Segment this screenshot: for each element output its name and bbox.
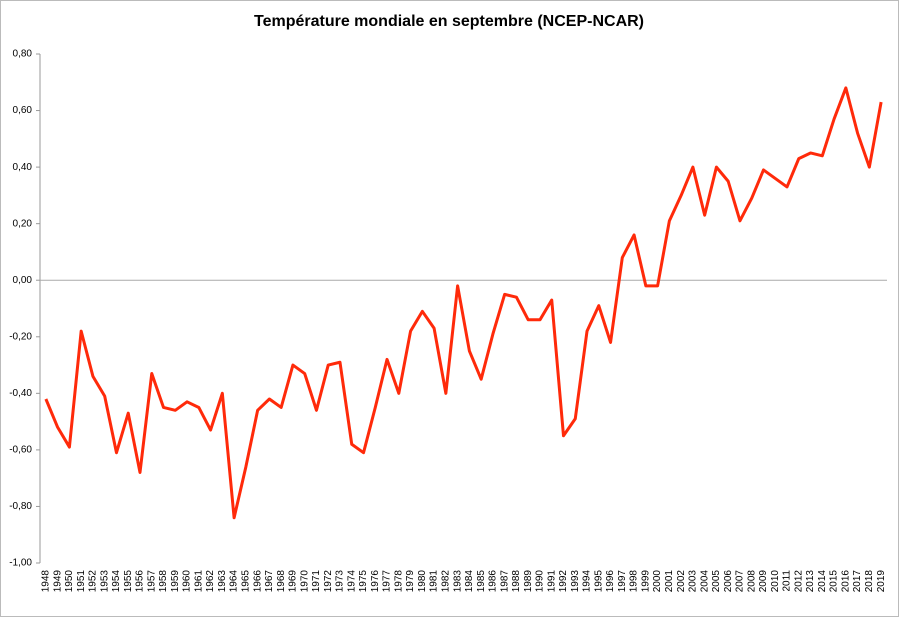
x-tick-label: 1969 xyxy=(288,570,299,593)
x-tick-label: 1954 xyxy=(111,570,122,593)
y-tick-label: 0,00 xyxy=(13,275,33,286)
x-tick-label: 1982 xyxy=(440,570,451,593)
x-tick-label: 2019 xyxy=(876,570,887,593)
x-tick-label: 1975 xyxy=(358,570,369,593)
x-tick-label: 2015 xyxy=(829,570,840,593)
x-tick-label: 1950 xyxy=(64,570,75,593)
x-tick-label: 2002 xyxy=(676,570,687,593)
x-tick-label: 1964 xyxy=(229,570,240,593)
x-tick-label: 2001 xyxy=(664,570,675,593)
x-tick-label: 1993 xyxy=(570,570,581,593)
x-tick-label: 1985 xyxy=(476,570,487,593)
x-tick-label: 1997 xyxy=(617,570,628,593)
x-tick-label: 1998 xyxy=(629,570,640,593)
x-tick-label: 2014 xyxy=(817,570,828,593)
x-tick-label: 1979 xyxy=(405,570,416,593)
y-tick-label: -0,60 xyxy=(9,445,32,456)
y-tick-label: 0,40 xyxy=(13,162,33,173)
x-tick-label: 2004 xyxy=(699,570,710,593)
x-tick-label: 1976 xyxy=(370,570,381,593)
x-tick-label: 1963 xyxy=(217,570,228,593)
y-tick-label: 0,20 xyxy=(13,218,33,229)
y-tick-label: 0,80 xyxy=(13,49,33,60)
x-tick-label: 1960 xyxy=(182,570,193,593)
x-tick-label: 1958 xyxy=(158,570,169,593)
x-tick-label: 1980 xyxy=(417,570,428,593)
x-tick-label: 2008 xyxy=(746,570,757,593)
x-tick-label: 2012 xyxy=(793,570,804,593)
x-tick-label: 2013 xyxy=(805,570,816,593)
x-tick-label: 1983 xyxy=(452,570,463,593)
x-tick-label: 1951 xyxy=(76,570,87,593)
x-tick-label: 1971 xyxy=(311,570,322,593)
x-tick-label: 1966 xyxy=(252,570,263,593)
x-tick-label: 1995 xyxy=(593,570,604,593)
x-tick-label: 1977 xyxy=(382,570,393,593)
x-tick-label: 1959 xyxy=(170,570,181,593)
x-tick-label: 1973 xyxy=(335,570,346,593)
x-tick-label: 1949 xyxy=(52,570,63,593)
x-tick-label: 1967 xyxy=(264,570,275,593)
x-tick-label: 2016 xyxy=(840,570,851,593)
x-tick-label: 1952 xyxy=(88,570,99,593)
x-tick-label: 2005 xyxy=(711,570,722,593)
x-tick-label: 2006 xyxy=(723,570,734,593)
x-tick-label: 1991 xyxy=(546,570,557,593)
x-tick-label: 1961 xyxy=(193,570,204,593)
y-tick-label: -1,00 xyxy=(9,558,32,569)
x-tick-label: 2017 xyxy=(852,570,863,593)
x-tick-label: 1965 xyxy=(241,570,252,593)
x-tick-label: 1984 xyxy=(464,570,475,593)
x-tick-label: 2018 xyxy=(864,570,875,593)
x-tick-label: 1948 xyxy=(41,570,52,593)
x-tick-label: 1989 xyxy=(523,570,534,593)
x-tick-label: 1999 xyxy=(640,570,651,593)
chart-title: Température mondiale en septembre (NCEP-… xyxy=(254,13,644,30)
x-tick-label: 1955 xyxy=(123,570,134,593)
x-tick-label: 1988 xyxy=(511,570,522,593)
x-tick-label: 1992 xyxy=(558,570,569,593)
x-tick-label: 1990 xyxy=(535,570,546,593)
y-tick-label: -0,80 xyxy=(9,501,32,512)
y-tick-label: -0,40 xyxy=(9,388,32,399)
x-tick-label: 1986 xyxy=(488,570,499,593)
x-tick-label: 2009 xyxy=(758,570,769,593)
x-tick-label: 1987 xyxy=(499,570,510,593)
x-tick-label: 1968 xyxy=(276,570,287,593)
x-tick-label: 1962 xyxy=(205,570,216,593)
data-line xyxy=(44,86,883,520)
x-tick-label: 1996 xyxy=(605,570,616,593)
x-tick-label: 2003 xyxy=(688,570,699,593)
y-tick-label: 0,60 xyxy=(13,105,33,116)
x-tick-label: 1956 xyxy=(135,570,146,593)
x-tick-label: 2000 xyxy=(652,570,663,593)
x-tick-label: 1972 xyxy=(323,570,334,593)
x-tick-label: 2007 xyxy=(735,570,746,593)
x-tick-label: 2011 xyxy=(782,570,793,592)
x-tick-label: 2010 xyxy=(770,570,781,593)
x-tick-label: 1970 xyxy=(299,570,310,593)
x-tick-label: 1978 xyxy=(393,570,404,593)
x-tick-label: 1953 xyxy=(99,570,110,593)
y-tick-label: -0,20 xyxy=(9,331,32,342)
x-tick-label: 1994 xyxy=(582,570,593,593)
x-tick-label: 1974 xyxy=(346,570,357,593)
x-tick-label: 1981 xyxy=(429,570,440,593)
x-tick-label: 1957 xyxy=(146,570,157,593)
